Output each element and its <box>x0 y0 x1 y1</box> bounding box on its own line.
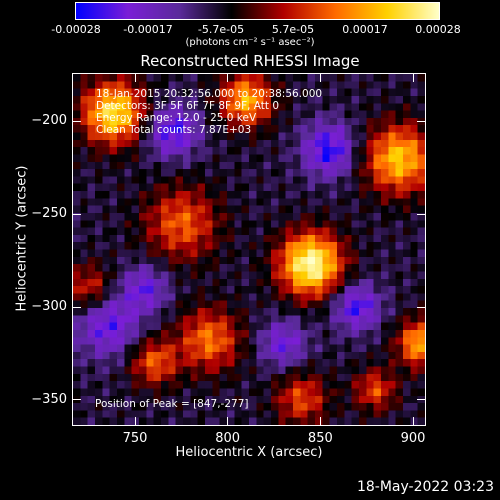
image-plot <box>72 73 426 426</box>
y-tick-mark <box>72 306 81 308</box>
x-tick-mark <box>412 73 414 82</box>
colorbar-tick-label: 5.7e-05 <box>271 23 315 36</box>
x-tick-label: 750 <box>122 431 148 446</box>
chart-title: Reconstructed RHESSI Image <box>140 52 360 70</box>
peak-annotation: Position of Peak = [847,-277] <box>95 398 249 410</box>
y-tick-mark <box>72 399 81 401</box>
time-range-annotation: 18-Jan-2015 20:32:56.000 to 20:38:56.000 <box>96 88 323 100</box>
colorbar <box>75 2 440 20</box>
colorbar-tick-label: -0.00017 <box>123 23 173 36</box>
x-tick-label: 900 <box>400 431 426 446</box>
x-tick-label: 850 <box>307 431 333 446</box>
x-tick-mark <box>134 417 136 426</box>
y-tick-label: −200 <box>31 113 67 129</box>
colorbar-tick-label: -5.7e-05 <box>197 23 245 36</box>
colorbar-tick-label: 0.00017 <box>342 23 388 36</box>
colorbar-tick-label: 0.00028 <box>415 23 461 36</box>
y-tick-mark <box>417 213 426 215</box>
y-tick-mark <box>72 213 81 215</box>
y-tick-label: −300 <box>31 299 67 315</box>
y-axis-label: Heliocentric Y (arcsec) <box>14 165 30 312</box>
x-tick-mark <box>134 73 136 82</box>
x-tick-mark <box>227 73 229 82</box>
y-tick-mark <box>72 120 81 122</box>
x-axis-label: Heliocentric X (arcsec) <box>175 445 323 460</box>
y-tick-mark <box>417 120 426 122</box>
colorbar-tick-label: -0.00028 <box>51 23 101 36</box>
y-tick-mark <box>417 399 426 401</box>
x-tick-mark <box>412 417 414 426</box>
y-tick-mark <box>417 306 426 308</box>
timestamp: 18-May-2022 03:23 <box>356 479 494 495</box>
heatmap-image <box>73 74 425 425</box>
x-tick-mark <box>319 417 321 426</box>
energy-annotation: Energy Range: 12.0 - 25.0 keV <box>96 112 257 124</box>
x-tick-label: 800 <box>215 431 241 446</box>
colorbar-units: (photons cm⁻² s⁻¹ asec⁻²) <box>185 37 315 48</box>
detectors-annotation: Detectors: 3F 5F 6F 7F 8F 9F, Att 0 <box>96 100 280 112</box>
y-tick-label: −350 <box>31 391 67 407</box>
y-tick-label: −250 <box>31 206 67 222</box>
method-annotation: Clean Total counts: 7.87E+03 <box>96 124 252 136</box>
x-tick-mark <box>227 417 229 426</box>
x-tick-mark <box>319 73 321 82</box>
